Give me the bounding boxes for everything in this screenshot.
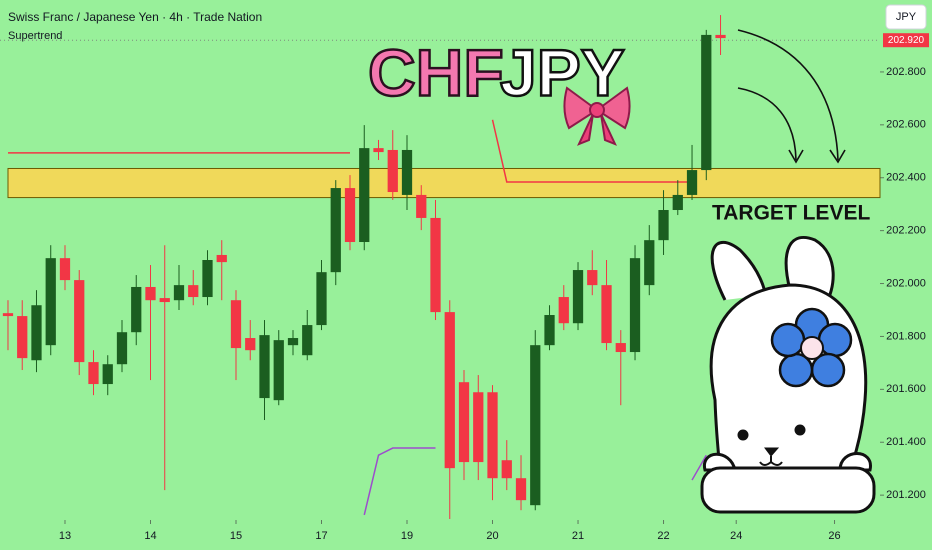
candle-body [188, 285, 199, 298]
candle-body [216, 254, 227, 263]
candle-body [59, 258, 71, 281]
candle-body [102, 364, 113, 385]
x-tick-label: 21 [572, 530, 584, 542]
pair-left: CHF [368, 35, 504, 109]
x-tick-label: 13 [59, 530, 71, 542]
candle-body [302, 325, 313, 356]
candle-body [387, 149, 398, 193]
y-tick-label: 201.200 [886, 489, 926, 501]
x-tick-label: 15 [230, 530, 242, 542]
x-tick-label: 24 [730, 530, 742, 542]
candle-body [31, 305, 42, 361]
candle-body [131, 286, 142, 333]
currency-label[interactable]: JPY [896, 11, 917, 23]
currency-button[interactable] [885, 4, 927, 30]
candle-body [715, 34, 726, 39]
candle-body [444, 312, 455, 469]
candle-body [615, 343, 626, 353]
y-tick-label: 202.600 [886, 119, 926, 131]
candle-body [287, 338, 299, 346]
candle-body [558, 297, 569, 324]
candle-body [629, 258, 641, 353]
x-tick-label: 14 [144, 530, 156, 542]
candle-body [658, 210, 669, 241]
x-tick-label: 17 [315, 530, 327, 542]
supertrend-line [363, 447, 707, 516]
candle-body [202, 260, 213, 298]
candle-body [544, 315, 555, 346]
candle-body [330, 188, 341, 273]
x-tick-label: 22 [657, 530, 669, 542]
indicator-label: Supertrend [8, 30, 62, 42]
candle-body [458, 382, 470, 463]
chart-title: Swiss Franc / Japanese Yen · 4h · Trade … [8, 10, 262, 24]
supertrend-line [7, 119, 693, 183]
candle-body [373, 148, 384, 153]
candles [2, 15, 726, 519]
candle-body [230, 300, 242, 349]
candle-body [17, 316, 28, 359]
candle-body [530, 345, 541, 506]
candle-body [430, 217, 441, 313]
candle-body [273, 340, 284, 401]
candle-body [359, 148, 370, 243]
x-tick-label: 20 [486, 530, 498, 542]
y-tick-label: 202.000 [886, 277, 926, 289]
candle-body [116, 332, 128, 365]
y-tick-label: 201.600 [886, 383, 926, 395]
plot-back [0, 39, 884, 524]
candle-body [316, 272, 327, 326]
y-tick-label: 202.200 [886, 225, 926, 237]
candle-body [686, 170, 698, 195]
candle-body [572, 270, 584, 324]
plot-front: 201.200 201.400 201.600 201.800 202.000 202.2… [59, 33, 929, 542]
last-price-box [883, 33, 929, 48]
bunny-illustration [700, 236, 876, 514]
candle-body [473, 392, 484, 463]
candle-body [601, 285, 612, 344]
candle-body [416, 194, 427, 218]
candle-body [245, 338, 256, 351]
candle-body [45, 258, 56, 346]
candle-body [173, 285, 185, 301]
y-tick-label: 201.800 [886, 330, 926, 342]
target-zone [7, 167, 881, 199]
x-tick-label: 26 [828, 530, 840, 542]
candle-body [145, 286, 156, 301]
candle-body [501, 460, 512, 479]
candle-body [587, 270, 598, 286]
candle-body [401, 149, 413, 195]
arrows [737, 29, 846, 164]
y-tick-label: 201.400 [886, 436, 926, 448]
target-label: TARGET LEVEL [712, 202, 870, 225]
candle-body [515, 478, 527, 501]
candle-body [88, 362, 99, 385]
candle-body [2, 313, 14, 317]
candle-body [344, 188, 356, 243]
candle-body [487, 392, 498, 479]
candle-body [644, 240, 655, 286]
last-price-label: 202.920 [888, 35, 925, 46]
candle-body [259, 335, 270, 399]
candle-body [672, 194, 683, 211]
candle-body [701, 34, 712, 171]
y-tick-label: 202.400 [886, 172, 926, 184]
bow-icon [563, 86, 631, 146]
pair-right: JPY [500, 35, 625, 109]
x-tick-label: 19 [401, 530, 413, 542]
candle-body [74, 280, 85, 363]
y-tick-label: 202.800 [886, 66, 926, 78]
candle-body [159, 298, 170, 303]
